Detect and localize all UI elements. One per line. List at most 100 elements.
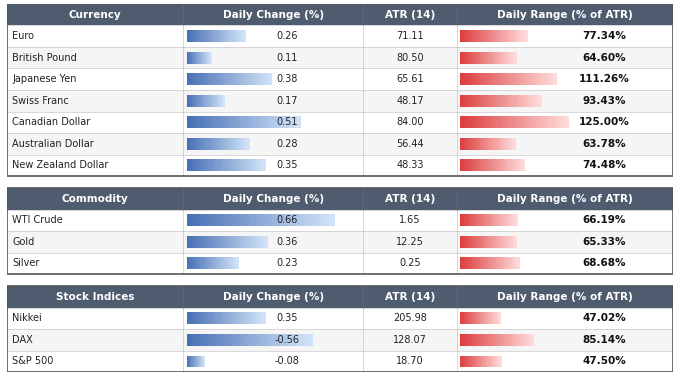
Bar [477, 159, 480, 171]
Bar [488, 312, 490, 324]
Text: ATR (14): ATR (14) [385, 194, 435, 204]
Bar [208, 30, 211, 42]
Bar [267, 116, 271, 128]
Bar [188, 30, 191, 42]
Bar [525, 116, 529, 128]
Bar [469, 159, 471, 171]
Bar [513, 236, 515, 248]
Text: 74.48%: 74.48% [582, 161, 626, 170]
Bar [503, 95, 507, 107]
Bar [496, 52, 498, 64]
Bar [204, 52, 205, 64]
Bar [201, 30, 203, 42]
Bar [498, 236, 500, 248]
Bar [244, 312, 248, 324]
Bar [260, 73, 264, 85]
Bar [236, 159, 239, 171]
Bar [237, 30, 240, 42]
Bar [216, 95, 218, 107]
Bar [469, 138, 472, 150]
Bar [460, 138, 462, 150]
Bar [503, 159, 506, 171]
Bar [471, 116, 475, 128]
Text: 205.98: 205.98 [393, 313, 427, 323]
Bar [511, 73, 515, 85]
Bar [486, 73, 490, 85]
Bar [484, 95, 488, 107]
Bar [203, 356, 205, 367]
Bar [7, 25, 673, 47]
Bar [223, 312, 226, 324]
Bar [192, 73, 196, 85]
Bar [198, 116, 203, 128]
Bar [498, 95, 501, 107]
Bar [7, 329, 673, 351]
Bar [195, 138, 198, 150]
Bar [260, 214, 266, 226]
Bar [197, 236, 201, 248]
Bar [482, 138, 485, 150]
Bar [483, 214, 486, 226]
Bar [226, 312, 229, 324]
Bar [507, 52, 509, 64]
Bar [472, 258, 475, 269]
Bar [256, 214, 261, 226]
Bar [320, 214, 325, 226]
Bar [201, 73, 205, 85]
Bar [197, 52, 198, 64]
Text: 0.38: 0.38 [276, 74, 297, 84]
Bar [216, 334, 221, 346]
Bar [245, 214, 252, 226]
Bar [259, 236, 262, 248]
Bar [201, 52, 202, 64]
Bar [503, 116, 507, 128]
Bar [7, 188, 673, 209]
Bar [466, 138, 468, 150]
Bar [251, 236, 254, 248]
Bar [490, 138, 492, 150]
Bar [219, 236, 222, 248]
Bar [496, 356, 498, 367]
Bar [203, 52, 205, 64]
Bar [259, 116, 263, 128]
Bar [223, 159, 226, 171]
Bar [460, 236, 462, 248]
Bar [188, 95, 190, 107]
Bar [481, 159, 484, 171]
Bar [198, 52, 200, 64]
Bar [194, 95, 197, 107]
Bar [491, 138, 494, 150]
Bar [484, 52, 487, 64]
Bar [236, 312, 239, 324]
Bar [473, 159, 476, 171]
Bar [522, 95, 526, 107]
Bar [496, 30, 498, 42]
Bar [460, 334, 463, 346]
Text: 56.44: 56.44 [396, 139, 424, 149]
Bar [196, 356, 197, 367]
Text: Daily Change (%): Daily Change (%) [223, 9, 324, 20]
Text: Commodity: Commodity [62, 194, 129, 204]
Text: 48.17: 48.17 [396, 96, 424, 106]
Bar [467, 52, 470, 64]
Bar [220, 138, 223, 150]
Bar [507, 236, 510, 248]
Bar [187, 159, 190, 171]
Bar [197, 138, 200, 150]
Bar [484, 236, 487, 248]
Bar [472, 334, 475, 346]
Bar [187, 52, 188, 64]
Bar [537, 73, 541, 85]
Bar [235, 30, 238, 42]
Bar [197, 356, 198, 367]
Bar [228, 116, 233, 128]
Bar [218, 30, 220, 42]
Bar [476, 73, 480, 85]
Bar [226, 214, 232, 226]
Bar [243, 116, 248, 128]
Text: 12.25: 12.25 [396, 237, 424, 247]
Bar [508, 73, 512, 85]
Bar [7, 133, 673, 155]
Bar [188, 52, 190, 64]
Bar [220, 312, 224, 324]
